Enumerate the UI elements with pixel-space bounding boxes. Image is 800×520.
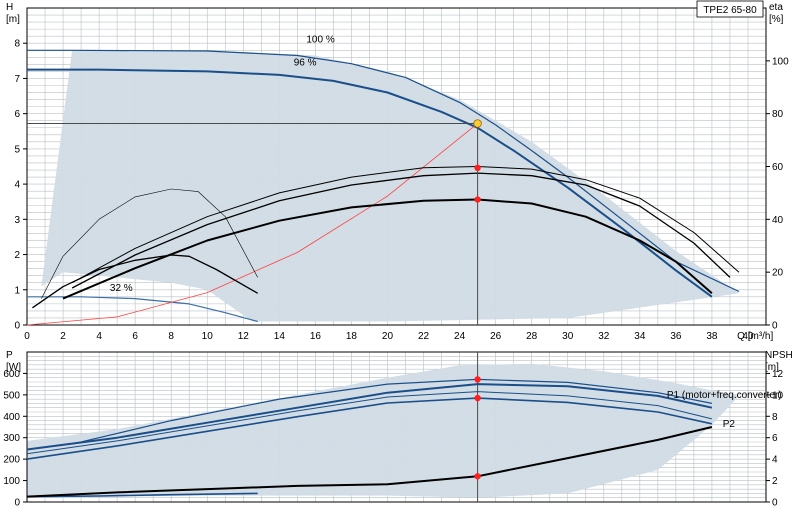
top-xtick: 30 <box>562 331 574 342</box>
top-y-left-label-2: [m] <box>6 14 20 25</box>
top-ytick-left: 4 <box>14 180 20 191</box>
bottom-series-line-1 <box>26 383 713 451</box>
top-y-right-label-2: [%] <box>769 14 784 25</box>
duty-point-marker <box>473 119 482 128</box>
top-marker-1 <box>474 196 481 203</box>
bottom-marker-2 <box>474 473 481 480</box>
top-marker-0 <box>474 164 481 172</box>
bottom-series-line-0 <box>71 378 713 445</box>
top-annotation-2: 32 % <box>110 283 133 294</box>
title-box <box>696 0 764 18</box>
top-ytick-right: 0 <box>772 321 778 332</box>
bottom-marker-0 <box>474 376 481 383</box>
top-xtick: 22 <box>418 331 430 342</box>
top-ytick-right: 60 <box>772 162 784 173</box>
top-xtick: 10 <box>202 331 214 342</box>
bottom-frame <box>26 351 767 503</box>
bottom-y-left-label-2: [W] <box>6 362 21 373</box>
bottom-ytick-left: 500 <box>3 390 20 401</box>
bottom-annotation-1: P2 <box>723 419 736 430</box>
bottom-ytick-left: 200 <box>3 455 20 466</box>
bottom-y-left-label-1: P <box>6 350 13 361</box>
top-series-line-0 <box>27 49 740 293</box>
top-y-left-label-1: H <box>6 2 13 13</box>
top-xtick: 38 <box>706 331 718 342</box>
top-annotation-0: 100 % <box>306 35 334 46</box>
top-xtick: 2 <box>60 331 66 342</box>
top-ytick-right: 80 <box>772 109 784 120</box>
bottom-y-right-label-2: [m] <box>765 362 779 373</box>
chart-title: TPE2 65-80 <box>703 5 757 16</box>
bottom-ytick-right: 12 <box>772 369 784 380</box>
bottom-ytick-right: 4 <box>772 455 778 466</box>
bottom-ytick-left: 300 <box>3 433 20 444</box>
top-xtick: 36 <box>670 331 682 342</box>
top-ytick-left: 6 <box>14 109 20 120</box>
top-ytick-left: 7 <box>14 74 20 85</box>
top-xtick: 40 <box>742 331 754 342</box>
top-ytick-right: 100 <box>772 56 789 67</box>
top-ytick-right: 40 <box>772 215 784 226</box>
bottom-ytick-right: 8 <box>772 412 778 423</box>
top-xtick: 24 <box>454 331 466 342</box>
top-xtick: 8 <box>168 331 174 342</box>
top-envelope <box>41 50 739 322</box>
top-xtick: 28 <box>526 331 538 342</box>
bottom-ytick-left: 100 <box>3 476 20 487</box>
top-xtick: 14 <box>274 331 286 342</box>
top-series-line-4 <box>71 166 740 284</box>
top-x-axis-label: Q [m³/h] <box>737 331 773 342</box>
top-series-line-2 <box>27 296 258 323</box>
top-xtick: 34 <box>634 331 646 342</box>
bottom-ytick-right: 0 <box>772 498 778 509</box>
top-ytick-left: 1 <box>14 285 20 296</box>
top-series-line-1 <box>27 68 713 298</box>
bottom-series-line-4 <box>26 492 258 498</box>
power-npsh-panel: 0 100 200 300 400 500 600 0 2 4 6 8 10 12 P1 (motor+fr… <box>3 351 784 509</box>
bottom-y-right-label-1: NPSH <box>765 350 793 361</box>
top-ytick-left: 2 <box>14 250 20 261</box>
top-series-line-3 <box>26 123 478 326</box>
top-annotation-1: 96 % <box>294 58 317 69</box>
bottom-ytick-right: 6 <box>772 433 778 444</box>
top-ytick-left: 3 <box>14 215 20 226</box>
top-ytick-left: 8 <box>14 39 20 50</box>
bottom-ytick-left: 600 <box>3 369 20 380</box>
bottom-series-line-3 <box>26 397 713 460</box>
bottom-series-line-5 <box>26 426 713 498</box>
top-ytick-left: 0 <box>14 321 20 332</box>
top-ytick-right: 20 <box>772 268 784 279</box>
top-series-line-5 <box>71 172 731 289</box>
top-series-line-6 <box>62 198 713 300</box>
bottom-envelope <box>27 363 739 498</box>
bottom-ytick-right: 2 <box>772 476 778 487</box>
top-xtick: 26 <box>490 331 502 342</box>
bottom-ytick-left: 0 <box>14 498 20 509</box>
bottom-marker-1 <box>474 394 481 402</box>
top-xtick: 0 <box>24 331 30 342</box>
top-xtick: 18 <box>346 331 358 342</box>
top-y-right-label-1: eta <box>769 2 783 13</box>
top-series-line-8 <box>32 254 259 309</box>
top-xtick: 4 <box>96 331 102 342</box>
top-xtick: 20 <box>382 331 394 342</box>
top-xtick: 32 <box>598 331 610 342</box>
bottom-ytick-right: 10 <box>772 390 784 401</box>
top-xtick: 6 <box>132 331 138 342</box>
top-xtick: 16 <box>310 331 322 342</box>
bottom-ytick-left: 400 <box>3 412 20 423</box>
bottom-series-line-2 <box>26 391 713 455</box>
top-xtick: 12 <box>238 331 250 342</box>
top-series-line-7 <box>41 188 258 299</box>
bottom-annotation-0: P1 (motor+freq.converter) <box>667 390 782 401</box>
top-ytick-left: 5 <box>14 144 20 155</box>
